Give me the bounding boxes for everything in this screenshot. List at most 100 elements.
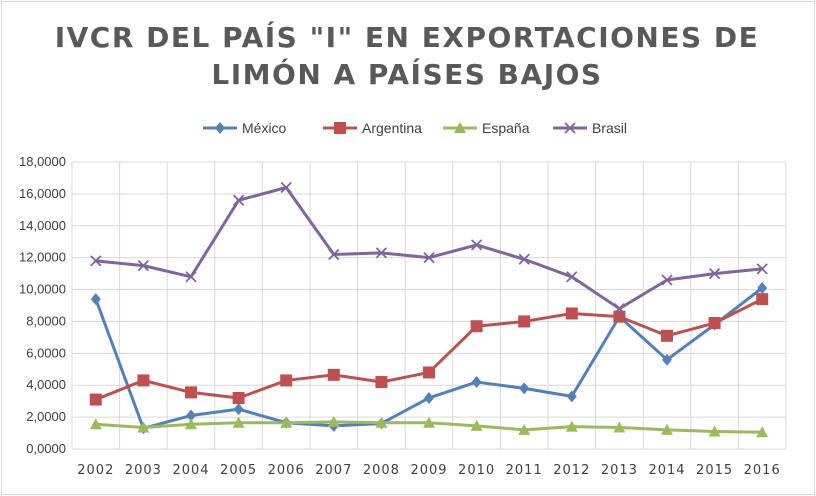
point-brasil (470, 239, 483, 251)
series-line-brasil (94, 186, 764, 311)
point-brasil-stroke (232, 194, 245, 206)
point-brasil-stroke (423, 252, 435, 264)
series-line-mexico (94, 286, 764, 430)
point-mexico (519, 382, 530, 395)
point-brasil (518, 253, 530, 265)
y-tick-label: 2,0000 (26, 409, 66, 424)
point-argentina (137, 374, 150, 387)
x-tick-label: 2007 (315, 463, 352, 478)
x-tick-label: 2003 (125, 463, 162, 478)
y-tick-label: 8,0000 (26, 313, 66, 328)
point-argentina (185, 386, 197, 399)
x-tick-label: 2009 (410, 463, 447, 478)
point-espana (470, 419, 483, 431)
point-espana (137, 421, 150, 433)
point-brasil (708, 267, 721, 280)
point-brasil-stroke (756, 263, 768, 275)
chart-title-line: IVCR DEL PAÍS "I" EN EXPORTACIONES DE (55, 20, 760, 54)
point-espana (375, 416, 388, 428)
point-brasil-stroke (661, 274, 673, 286)
x-tick-label: 2014 (648, 463, 685, 478)
point-brasil-stroke (708, 267, 721, 280)
point-argentina (708, 317, 721, 330)
x-tick-label: 2016 (744, 463, 781, 478)
point-argentina (470, 320, 483, 333)
point-brasil-stroke (185, 271, 197, 283)
legend-label-brasil: Brasil (592, 120, 627, 136)
point-argentina (327, 368, 340, 381)
legend-marker-espana (454, 122, 466, 133)
legend-marker-brasil (564, 122, 576, 134)
x-tick-label: 2004 (172, 463, 209, 478)
point-brasil (137, 260, 150, 272)
x-tick-label: 2013 (601, 463, 638, 478)
point-brasil-stroke (90, 255, 102, 267)
point-espana (89, 418, 102, 430)
point-espana (518, 423, 531, 435)
legend-marker-argentina (334, 122, 346, 134)
point-mexico (566, 390, 577, 403)
legend-marker-brasil-stroke (564, 122, 576, 134)
point-brasil-stroke (328, 248, 340, 261)
y-tick-label: 14,0000 (19, 218, 66, 233)
point-argentina (280, 374, 293, 387)
point-espana (280, 416, 293, 428)
point-brasil (280, 181, 292, 194)
legend-label-espana: España (482, 120, 530, 136)
point-argentina (661, 329, 673, 342)
legend-marker-mexico (215, 122, 225, 134)
point-mexico (186, 409, 196, 422)
point-brasil-stroke (470, 239, 483, 251)
point-mexico (662, 353, 672, 366)
y-tick-label: 16,0000 (19, 186, 66, 201)
point-mexico (471, 376, 482, 389)
point-brasil (423, 252, 435, 264)
point-mexico (90, 293, 101, 306)
point-espana (613, 421, 626, 433)
y-tick-label: 4,0000 (26, 377, 66, 392)
point-mexico (757, 281, 768, 294)
point-brasil (375, 247, 388, 259)
point-argentina (232, 391, 245, 404)
point-brasil (185, 271, 197, 283)
point-espana (327, 415, 340, 427)
point-espana (232, 416, 245, 428)
point-argentina (518, 315, 531, 328)
legend-label-mexico: México (242, 120, 287, 136)
x-tick-label: 2008 (363, 463, 400, 478)
point-brasil (328, 248, 340, 261)
point-espana (756, 426, 769, 438)
x-tick-label: 2006 (268, 463, 305, 478)
point-brasil (566, 271, 578, 283)
y-tick-label: 6,0000 (26, 345, 66, 360)
point-brasil-stroke (375, 247, 388, 259)
y-tick-label: 0,0000 (26, 441, 66, 456)
point-argentina (423, 366, 435, 379)
point-espana (708, 425, 721, 437)
point-espana (661, 423, 673, 435)
point-brasil-stroke (613, 303, 626, 315)
series-line-argentina (94, 297, 764, 402)
legend-label-argentina: Argentina (362, 120, 422, 136)
point-espana (423, 416, 435, 428)
point-brasil (613, 303, 626, 315)
point-argentina (375, 376, 388, 389)
point-argentina (565, 307, 578, 320)
x-tick-label: 2012 (553, 463, 590, 478)
point-argentina (89, 393, 102, 406)
point-mexico (233, 403, 244, 416)
point-brasil (90, 255, 102, 267)
x-tick-label: 2010 (458, 463, 495, 478)
point-mexico (424, 391, 434, 404)
point-espana (185, 418, 197, 430)
point-espana (565, 420, 578, 432)
point-argentina (613, 310, 626, 323)
point-brasil-stroke (518, 253, 530, 265)
x-tick-label: 2002 (77, 463, 114, 478)
point-brasil (661, 274, 673, 286)
point-argentina (756, 293, 769, 306)
point-brasil (756, 263, 768, 275)
chart-title-line: LIMÓN A PAÍSES BAJOS (211, 57, 602, 91)
